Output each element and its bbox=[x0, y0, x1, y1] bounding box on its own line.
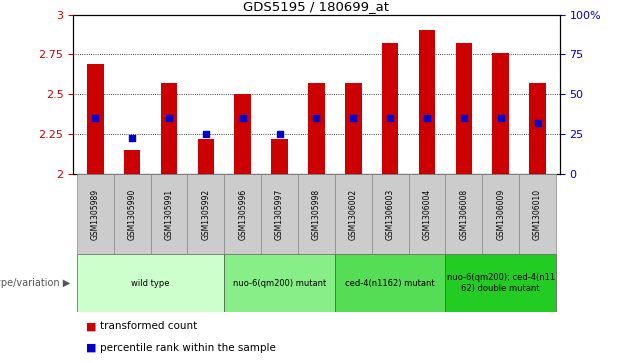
Point bbox=[238, 115, 248, 121]
Point bbox=[348, 115, 358, 121]
Bar bbox=[418, 30, 435, 174]
Bar bbox=[408, 174, 445, 254]
Bar bbox=[161, 83, 177, 174]
Text: wild type: wild type bbox=[131, 279, 170, 287]
Text: GSM1305996: GSM1305996 bbox=[238, 188, 247, 240]
Text: ■: ■ bbox=[86, 343, 100, 352]
Point bbox=[275, 131, 285, 137]
Bar bbox=[188, 174, 225, 254]
Point bbox=[127, 135, 137, 140]
Text: GSM1306010: GSM1306010 bbox=[533, 189, 542, 240]
Text: GSM1306004: GSM1306004 bbox=[422, 188, 431, 240]
Text: transformed count: transformed count bbox=[100, 321, 197, 331]
Bar bbox=[371, 174, 408, 254]
Bar bbox=[198, 139, 214, 174]
Bar bbox=[225, 254, 335, 312]
Text: GSM1305998: GSM1305998 bbox=[312, 189, 321, 240]
Text: GSM1305989: GSM1305989 bbox=[91, 189, 100, 240]
Text: percentile rank within the sample: percentile rank within the sample bbox=[100, 343, 276, 352]
Text: GSM1306008: GSM1306008 bbox=[459, 189, 468, 240]
Bar bbox=[519, 174, 556, 254]
Bar bbox=[151, 174, 188, 254]
Text: nuo-6(qm200); ced-4(n11
62) double mutant: nuo-6(qm200); ced-4(n11 62) double mutan… bbox=[446, 273, 555, 293]
Title: GDS5195 / 180699_at: GDS5195 / 180699_at bbox=[244, 0, 389, 13]
Point bbox=[422, 115, 432, 121]
Text: genotype/variation ▶: genotype/variation ▶ bbox=[0, 278, 70, 288]
Bar bbox=[335, 174, 371, 254]
Text: ced-4(n1162) mutant: ced-4(n1162) mutant bbox=[345, 279, 435, 287]
Text: GSM1306003: GSM1306003 bbox=[385, 188, 394, 240]
Bar bbox=[261, 174, 298, 254]
Point bbox=[90, 115, 100, 121]
Point bbox=[164, 115, 174, 121]
Bar bbox=[235, 94, 251, 174]
Bar bbox=[455, 43, 472, 174]
Point bbox=[385, 115, 395, 121]
Bar bbox=[345, 83, 361, 174]
Text: GSM1305992: GSM1305992 bbox=[202, 189, 211, 240]
Bar bbox=[335, 254, 445, 312]
Bar bbox=[114, 174, 151, 254]
Text: GSM1306009: GSM1306009 bbox=[496, 188, 505, 240]
Text: ■: ■ bbox=[86, 321, 100, 331]
Text: GSM1305997: GSM1305997 bbox=[275, 188, 284, 240]
Point bbox=[201, 131, 211, 137]
Bar bbox=[77, 254, 225, 312]
Text: GSM1305990: GSM1305990 bbox=[128, 188, 137, 240]
Bar bbox=[308, 83, 325, 174]
Bar bbox=[492, 53, 509, 174]
Text: GSM1305991: GSM1305991 bbox=[165, 189, 174, 240]
Bar bbox=[272, 139, 288, 174]
Point bbox=[312, 115, 321, 121]
Point bbox=[459, 115, 469, 121]
Bar bbox=[382, 43, 398, 174]
Bar bbox=[529, 83, 546, 174]
Bar bbox=[445, 254, 556, 312]
Text: nuo-6(qm200) mutant: nuo-6(qm200) mutant bbox=[233, 279, 326, 287]
Point bbox=[532, 120, 543, 126]
Bar bbox=[482, 174, 519, 254]
Bar bbox=[225, 174, 261, 254]
Bar bbox=[124, 150, 141, 174]
Text: GSM1306002: GSM1306002 bbox=[349, 189, 358, 240]
Bar bbox=[87, 64, 104, 174]
Point bbox=[495, 115, 506, 121]
Bar bbox=[77, 174, 114, 254]
Bar bbox=[298, 174, 335, 254]
Bar bbox=[445, 174, 482, 254]
